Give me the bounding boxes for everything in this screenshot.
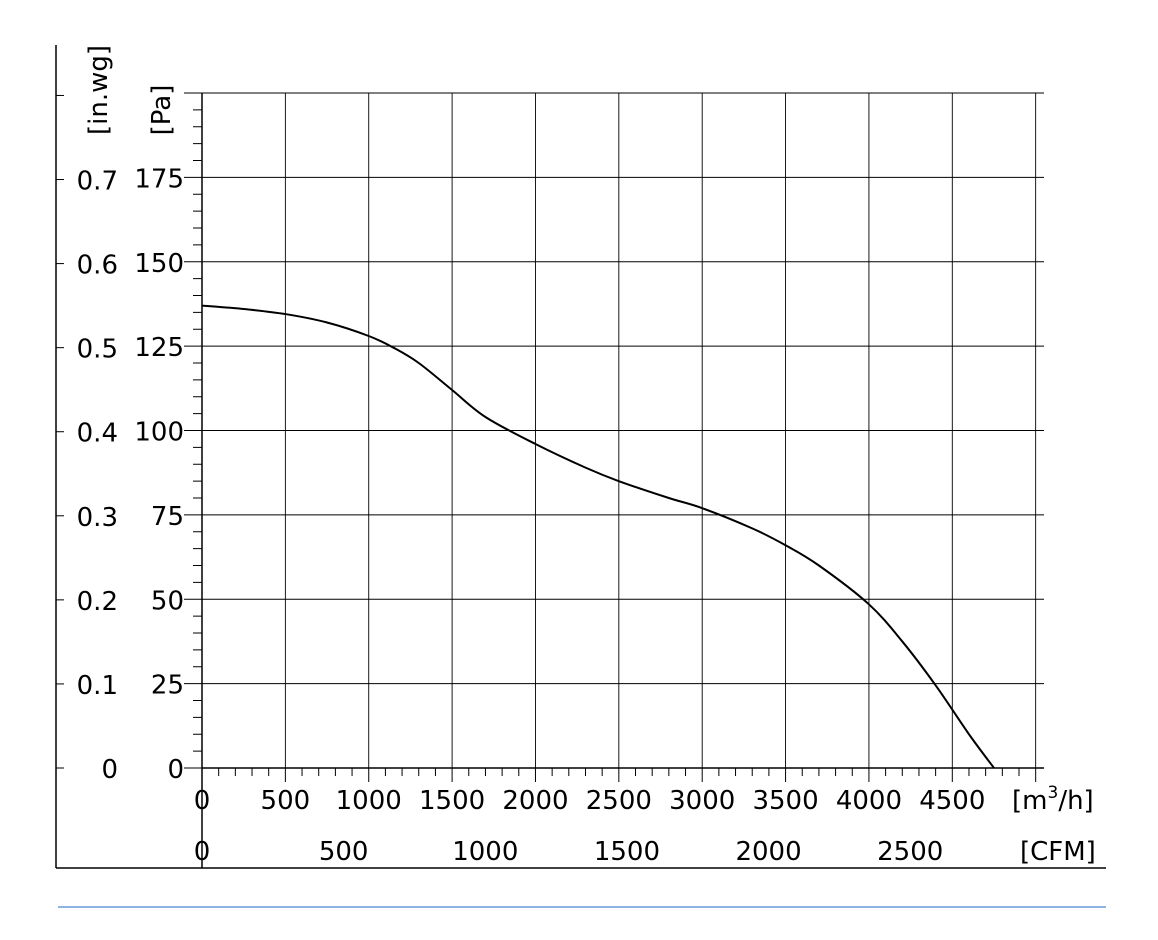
x-tick-label-m3h: 2500: [586, 786, 652, 816]
x-tick-label-cfm: 1000: [452, 837, 518, 867]
x-tick-label-cfm: 1500: [594, 837, 660, 867]
pa-tick-label: 100: [134, 418, 184, 448]
series-line-0: [201, 304, 995, 769]
inwg-tick-label: 0.3: [77, 503, 118, 533]
axes: [55, 45, 1106, 869]
x-tick-label-m3h: 4000: [836, 786, 902, 816]
inwg-tick-label: 0: [101, 755, 118, 785]
x-tick-label-m3h: 0: [194, 786, 211, 816]
inwg-tick-label: 0.7: [77, 167, 118, 197]
x-tick-label-cfm: 2500: [877, 837, 943, 867]
x-tick-label-cfm: 2000: [735, 837, 801, 867]
tick-labels: 0 25 50 75 100 125 150 175 0 0.1 0.2 0.3 0.4 0.5 0.6 0.…: [77, 164, 986, 867]
inwg-tick-label: 0.1: [77, 671, 118, 701]
x-unit-main: [m: [1012, 786, 1047, 816]
axis-ticks: [56, 92, 1037, 782]
curve-layer: [201, 304, 995, 769]
x-tick-label-m3h: 500: [261, 786, 311, 816]
inwg-tick-label: 0.5: [77, 335, 118, 365]
x-tick-label-m3h: 1000: [336, 786, 402, 816]
x-axis-unit-cfm: [CFM]: [1020, 837, 1096, 867]
x-unit-sup: 3: [1047, 783, 1058, 803]
axis-units: [in.wg] [Pa] [m3/h] [CFM]: [84, 45, 1096, 867]
inwg-tick-label: 0.2: [77, 587, 118, 617]
x-tick-label-m3h: 1500: [419, 786, 485, 816]
grid: [202, 92, 1044, 768]
pa-tick-label: 25: [151, 671, 184, 701]
pa-tick-label: 175: [134, 164, 184, 194]
x-tick-label-cfm: 0: [194, 837, 211, 867]
pa-tick-label: 75: [151, 502, 184, 532]
inwg-tick-label: 0.6: [77, 251, 118, 281]
inwg-tick-label: 0.4: [77, 419, 118, 449]
x-tick-label-m3h: 2000: [502, 786, 568, 816]
x-unit-tail: /h]: [1058, 786, 1093, 816]
x-axis-unit-m3h: [m3/h]: [1012, 783, 1094, 816]
y-axis-unit-inwg: [in.wg]: [84, 45, 114, 135]
pa-tick-label: 0: [167, 755, 184, 785]
x-tick-label-cfm: 500: [319, 837, 369, 867]
y-axis-unit-pa: [Pa]: [147, 85, 177, 136]
x-tick-label-m3h: 3000: [669, 786, 735, 816]
pa-tick-label: 150: [134, 249, 184, 279]
x-tick-label-m3h: 3500: [752, 786, 818, 816]
pa-tick-label: 50: [151, 586, 184, 616]
pa-tick-label: 125: [134, 333, 184, 363]
x-tick-label-m3h: 4500: [919, 786, 985, 816]
